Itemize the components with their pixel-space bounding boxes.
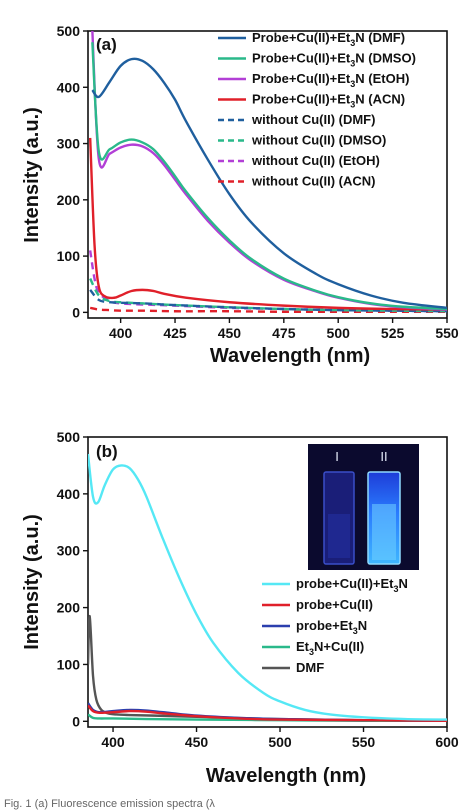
legend-text-part: 3 — [350, 100, 355, 110]
y-tick-label: 400 — [57, 79, 81, 95]
legend-text-part: 3 — [350, 59, 355, 69]
legend-label-without-cu-ii-etoh: without Cu(II) (EtOH) — [251, 153, 380, 168]
series-line-probe-cu-ii-et3n — [88, 453, 447, 721]
y-tick-label: 300 — [57, 136, 81, 152]
legend-label-probe-cu-ii: probe+Cu(II) — [296, 597, 373, 612]
x-tick-label: 500 — [268, 734, 292, 750]
x-axis-label: Wavelength (nm) — [206, 765, 366, 787]
x-tick-label: 425 — [163, 325, 187, 341]
legend-label-probe-cu-ii-et3n: probe+Cu(II)+Et3N — [296, 576, 408, 594]
legend-text-part: N+Cu(II) — [314, 639, 364, 654]
legend-text-part: N (DMSO) — [355, 51, 416, 66]
inset-label-i: I — [335, 449, 339, 464]
y-tick-label: 500 — [57, 23, 81, 39]
x-tick-label: 525 — [381, 325, 405, 341]
legend-text-part: probe+Et — [296, 618, 353, 633]
x-tick-label: 450 — [185, 734, 209, 750]
legend-text-part: 3 — [350, 79, 355, 89]
legend-text-part: Probe+Cu(II)+Et — [252, 30, 351, 45]
y-tick-label: 0 — [72, 713, 80, 729]
y-tick-label: 300 — [57, 543, 81, 559]
legend-label-probe-cu-ii-et3n-dmf: Probe+Cu(II)+Et3N (DMF) — [252, 30, 405, 48]
legend-label-probe-cu-ii-et3n-dmso: Probe+Cu(II)+Et3N (DMSO) — [252, 51, 416, 69]
legend-label-probe-et3n: probe+Et3N — [296, 618, 367, 636]
y-tick-label: 100 — [57, 656, 81, 672]
legend-text-part: without Cu(II) (EtOH) — [251, 153, 380, 168]
legend-text-part: N — [399, 576, 408, 591]
series-line-probe-cu-ii-et3n-dmf — [91, 57, 447, 310]
y-tick-label: 100 — [57, 248, 81, 264]
y-tick-label: 200 — [57, 600, 81, 616]
x-tick-label: 500 — [327, 325, 351, 341]
inset-label-ii: II — [380, 449, 387, 464]
legend-text-part: 3 — [309, 647, 314, 657]
legend-text-part: Probe+Cu(II)+Et — [252, 71, 351, 86]
legend-label-without-cu-ii-dmso: without Cu(II) (DMSO) — [251, 133, 386, 148]
x-tick-label: 475 — [272, 325, 296, 341]
series-line-probe-cu-ii-et3n-acn — [88, 137, 447, 311]
y-tick-label: 200 — [57, 192, 81, 208]
legend-text-part: 3 — [353, 626, 358, 636]
x-tick-label: 550 — [352, 734, 376, 750]
series-line-probe-cu-ii — [88, 704, 447, 722]
y-axis-label: Intensity (a.u.) — [21, 514, 43, 650]
series-line-without-cu-ii-dmf — [89, 289, 447, 313]
legend-text-part: without Cu(II) (ACN) — [251, 174, 375, 189]
legend-text-part: Probe+Cu(II)+Et — [252, 92, 351, 107]
legend-text-part: probe+Cu(II) — [296, 597, 373, 612]
legend-text-part: DMF — [296, 660, 324, 675]
panel-b: 400 450 500 550 600 0 100 200 300 400 500 Wavelengt… — [21, 429, 459, 787]
y-axis-label: Intensity (a.u.) — [21, 107, 43, 243]
cuvette-i-solution — [328, 514, 350, 558]
legend-text-part: without Cu(II) (DMF) — [251, 112, 375, 127]
legend-text-part: N — [358, 618, 367, 633]
legend-text-part: probe+Cu(II)+Et — [296, 576, 394, 591]
legend-label-et3n-cu-ii: Et3N+Cu(II) — [296, 639, 364, 657]
legend-text-part: 3 — [350, 38, 355, 48]
legend-text-part: N (ACN) — [355, 92, 405, 107]
legend-text-part: 3 — [394, 584, 399, 594]
x-tick-label: 550 — [435, 325, 459, 341]
x-tick-label: 400 — [101, 734, 125, 750]
legend-text-part: Probe+Cu(II)+Et — [252, 51, 351, 66]
figure-caption: Fig. 1 (a) Fluorescence emission spectra… — [4, 798, 215, 810]
legend-text-part: Et — [296, 639, 310, 654]
x-tick-label: 450 — [218, 325, 242, 341]
series-line-without-cu-ii-acn — [89, 306, 447, 314]
x-tick-label: 600 — [435, 734, 459, 750]
panel-label: (b) — [96, 442, 118, 461]
legend-label-probe-cu-ii-et3n-etoh: Probe+Cu(II)+Et3N (EtOH) — [252, 71, 409, 89]
legend-label-dmf: DMF — [296, 660, 324, 675]
series-line-probe-cu-ii-et3n-dmso — [91, 42, 447, 311]
panel-label: (a) — [96, 35, 117, 54]
legend-text-part: N (DMF) — [355, 30, 405, 45]
legend-text-part: N (EtOH) — [355, 71, 409, 86]
legend-label-probe-cu-ii-et3n-acn: Probe+Cu(II)+Et3N (ACN) — [252, 92, 405, 110]
x-tick-label: 400 — [109, 325, 133, 341]
panel-a: 400 425 450 475 500 525 550 0 100 200 300 400 500 Wav… — [21, 23, 459, 367]
y-tick-label: 0 — [72, 304, 80, 320]
legend-text-part: without Cu(II) (DMSO) — [251, 133, 386, 148]
y-tick-label: 500 — [57, 429, 81, 445]
x-axis-label: Wavelength (nm) — [210, 345, 370, 367]
legend-label-without-cu-ii-acn: without Cu(II) (ACN) — [251, 174, 375, 189]
legend-label-without-cu-ii-dmf: without Cu(II) (DMF) — [251, 112, 375, 127]
y-tick-label: 400 — [57, 486, 81, 502]
cuvette-ii-solution — [372, 504, 396, 560]
inset-photo: I II — [308, 444, 419, 570]
